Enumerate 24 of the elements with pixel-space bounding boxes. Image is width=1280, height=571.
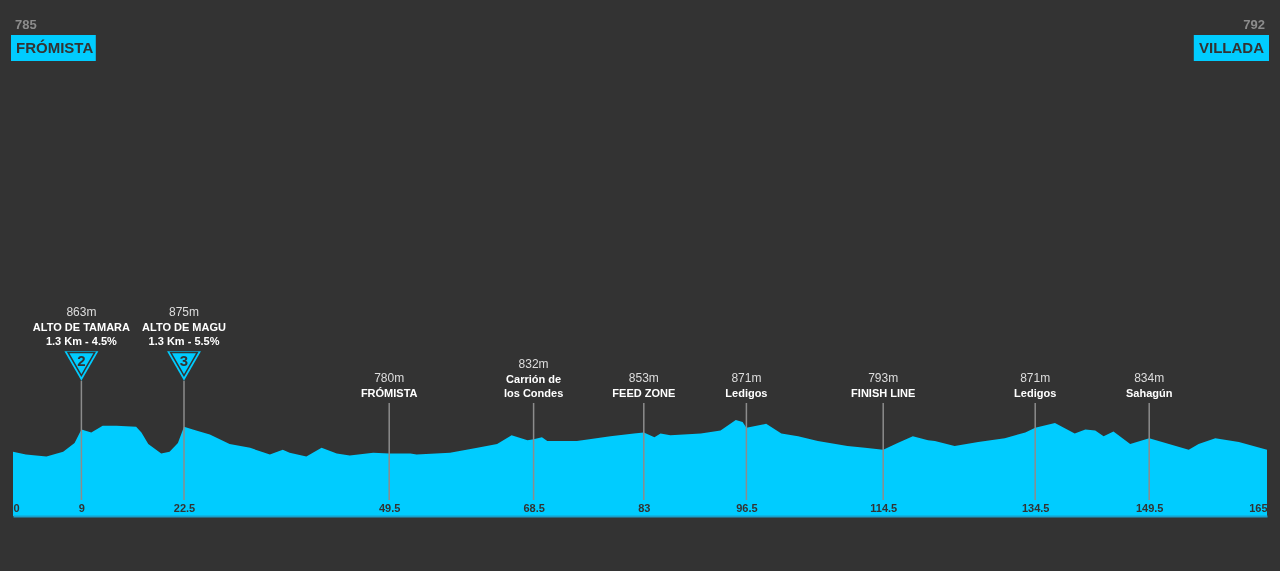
x-tick-label: 165	[1249, 501, 1268, 514]
x-tick-label: 114.5	[870, 501, 898, 514]
text: 853m FEED ZONE	[612, 371, 676, 399]
text: 871m Ledigos	[725, 371, 768, 399]
x-tick-label: 0	[13, 501, 20, 514]
text: 792 VILLADA	[1199, 17, 1265, 56]
text: 834m Sahagún	[1125, 371, 1173, 399]
x-tick-label: 149.5	[1135, 501, 1164, 514]
x-tick-label: 96.5	[736, 501, 758, 514]
x-tick-label: 83	[638, 501, 651, 514]
x-tick-label: 49.5	[378, 501, 401, 514]
text: 863m ALTO DE TAMARA 1.3 Km - 4.5%	[32, 305, 130, 348]
text: 3	[179, 352, 189, 369]
text: 780m FRÓMISTA	[360, 371, 418, 399]
x-tick-label: 22.5	[173, 501, 196, 514]
text: 785 FRÓMISTA	[15, 17, 94, 56]
x-tick-label: 134.5	[1021, 501, 1050, 514]
x-tick-label: 68.5	[523, 501, 545, 514]
text: 871m Ledigos	[1014, 371, 1057, 399]
text: 875m ALTO DE MAGU 1.3 Km - 5.5%	[142, 305, 226, 348]
text: 793m FINISH LINE	[851, 371, 916, 399]
text: 832m Carrión de los Condes	[503, 357, 564, 399]
text: 2	[77, 352, 86, 369]
x-tick-label: 9	[78, 501, 85, 514]
